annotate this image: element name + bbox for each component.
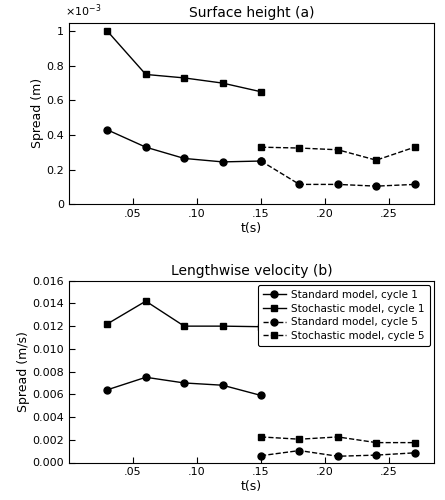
Y-axis label: Spread (m): Spread (m) bbox=[31, 78, 44, 148]
Text: $\times 10^{-3}$: $\times 10^{-3}$ bbox=[65, 2, 102, 19]
Y-axis label: Spread (m/s): Spread (m/s) bbox=[16, 331, 29, 412]
X-axis label: t(s): t(s) bbox=[241, 480, 262, 493]
Legend: Standard model, cycle 1, Stochastic model, cycle 1, Standard model, cycle 5, Sto: Standard model, cycle 1, Stochastic mode… bbox=[258, 285, 430, 346]
Title: Lengthwise velocity (b): Lengthwise velocity (b) bbox=[170, 264, 332, 278]
X-axis label: t(s): t(s) bbox=[241, 222, 262, 235]
Title: Surface height (a): Surface height (a) bbox=[189, 6, 314, 20]
